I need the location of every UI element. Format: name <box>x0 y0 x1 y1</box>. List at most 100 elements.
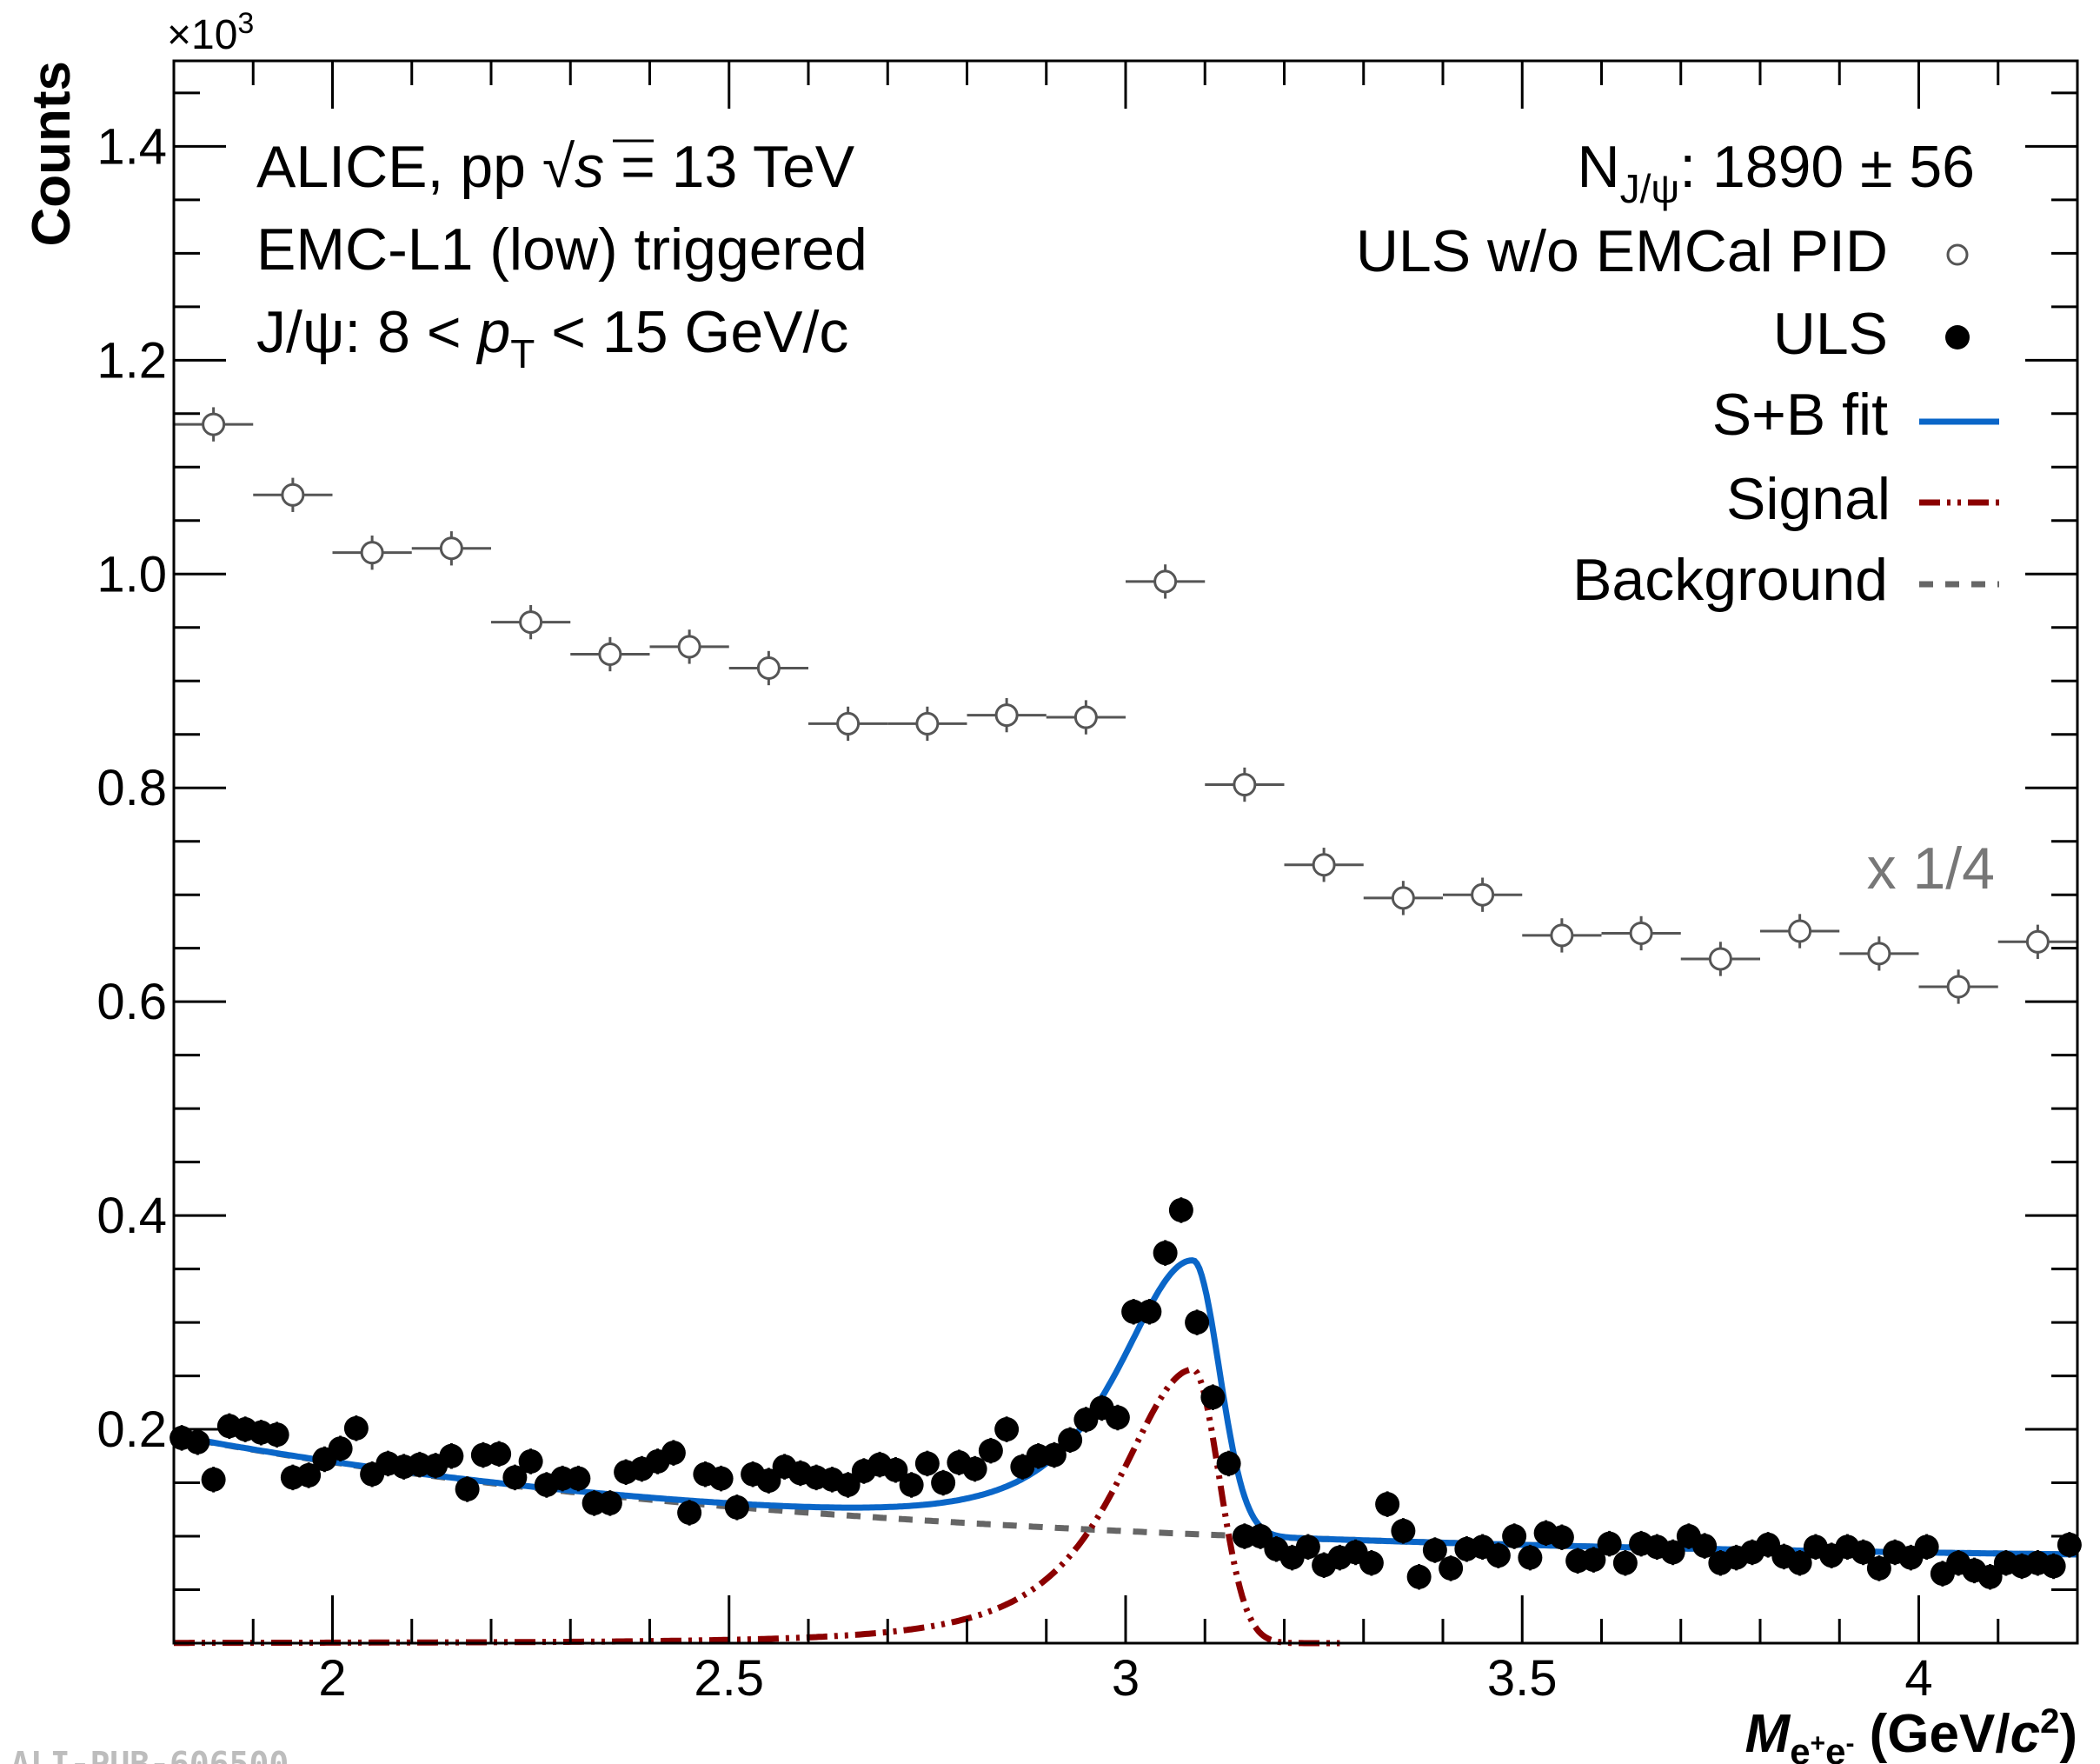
data-point-filled <box>994 1416 1020 1442</box>
legend-marker-open-circle <box>1946 243 1969 266</box>
x-tick-label: 2.5 <box>694 1650 764 1707</box>
yield-sub: J/ψ <box>1620 166 1680 211</box>
data-point-open <box>1918 969 1998 1004</box>
data-point-filled <box>201 1467 226 1493</box>
marker-open-circle <box>519 610 543 635</box>
data-point-open <box>1126 564 1206 599</box>
yield-value: : 1890 ± 56 <box>1679 134 1975 200</box>
marker-filled-circle <box>439 1443 464 1468</box>
data-point-filled <box>1216 1450 1241 1477</box>
marker-filled-circle <box>756 1468 781 1494</box>
marker-open-circle <box>2025 929 2050 954</box>
x-axis-units-c: c <box>2010 1704 2040 1764</box>
series-uls-without-emcal-pid <box>174 407 2077 1004</box>
data-point-filled <box>1518 1544 1543 1571</box>
marker-filled-circle <box>264 1422 289 1448</box>
marker-filled-circle <box>835 1473 861 1497</box>
data-point-filled <box>1153 1240 1178 1266</box>
marker-filled-circle <box>1977 1564 2003 1589</box>
data-point-open <box>1680 942 1760 976</box>
series-uls <box>169 1197 2082 1590</box>
marker-filled-circle <box>962 1456 987 1481</box>
marker-filled-circle <box>2057 1532 2082 1557</box>
marker-filled-circle <box>1866 1555 1891 1581</box>
marker-filled-circle <box>978 1438 1003 1463</box>
marker-filled-circle <box>1185 1310 1210 1335</box>
marker-filled-circle <box>1391 1518 1416 1543</box>
y-tick-label: 0.6 <box>96 974 167 1030</box>
marker-filled-circle <box>1200 1385 1226 1410</box>
data-point-filled <box>264 1421 289 1448</box>
data-point-filled <box>1200 1384 1226 1410</box>
data-point-filled <box>914 1450 940 1477</box>
data-point-filled <box>439 1443 464 1469</box>
data-point-filled <box>1851 1539 1876 1566</box>
data-point-filled <box>1391 1518 1416 1544</box>
marker-open-circle <box>1629 921 1653 945</box>
data-point-filled <box>597 1490 622 1516</box>
data-point-open <box>1997 924 2077 959</box>
data-point-filled <box>1422 1537 1447 1563</box>
data-point-filled <box>677 1500 702 1526</box>
data-point-open <box>253 477 333 512</box>
marker-filled-circle <box>455 1476 480 1501</box>
marker-open-circle <box>1471 882 1495 907</box>
data-point-filled <box>661 1440 686 1466</box>
marker-filled-circle <box>708 1466 734 1491</box>
marker-open-circle <box>915 711 940 736</box>
marker-filled-circle <box>1137 1299 1162 1324</box>
data-point-open <box>887 706 967 742</box>
legend-label-uls: ULS <box>1773 301 1888 367</box>
x-tick-label: 4 <box>1904 1650 1932 1707</box>
data-point-filled <box>296 1462 322 1488</box>
marker-filled-circle <box>1058 1428 1083 1453</box>
data-point-filled <box>978 1437 1003 1464</box>
data-point-filled <box>487 1441 512 1468</box>
marker-filled-circle <box>661 1441 686 1466</box>
marker-filled-circle <box>1216 1451 1241 1476</box>
marker-filled-circle <box>2041 1554 2066 1579</box>
data-point-filled <box>502 1464 528 1491</box>
marker-open-circle <box>439 536 463 561</box>
x-tick-label: 2 <box>318 1650 346 1707</box>
data-point-open <box>1760 914 1840 949</box>
data-point-open <box>1284 848 1364 882</box>
data-point-filled <box>1137 1299 1162 1325</box>
data-point-open <box>1046 700 1126 735</box>
legend-label-background: Background <box>1572 547 1888 613</box>
marker-open-circle <box>677 635 701 659</box>
y-multiplier-base: ×10 <box>167 12 237 58</box>
legend-label-signal: Signal <box>1726 466 1891 532</box>
marker-filled-circle <box>677 1500 702 1525</box>
marker-filled-circle <box>201 1467 226 1492</box>
y-axis-title: Counts <box>22 61 82 247</box>
data-point-filled <box>1914 1534 1939 1561</box>
axis-ticks <box>172 61 2079 1643</box>
data-point-filled <box>328 1435 353 1461</box>
marker-filled-circle <box>724 1494 749 1520</box>
data-point-filled <box>1549 1524 1574 1551</box>
data-point-open <box>649 629 729 664</box>
legend-label-uls-no-pid: ULS w/o EMCal PID <box>1356 218 1888 284</box>
x-axis-units-close: ) <box>2059 1704 2077 1764</box>
marker-open-circle <box>360 541 384 565</box>
marker-open-circle <box>1073 705 1098 729</box>
marker-filled-circle <box>899 1473 924 1497</box>
marker-filled-circle <box>1692 1534 1718 1559</box>
data-point-filled <box>1581 1547 1606 1573</box>
data-point-filled <box>455 1476 480 1502</box>
y-tick-label: 1.2 <box>96 332 167 389</box>
x-tick-label: 3.5 <box>1487 1650 1558 1707</box>
marker-filled-circle <box>1153 1241 1178 1266</box>
y-multiplier-exponent: 3 <box>237 7 254 40</box>
x-axis-units-exp: 2 <box>2040 1702 2059 1741</box>
data-point-filled <box>1439 1555 1464 1581</box>
marker-open-circle <box>281 483 305 507</box>
marker-open-circle <box>202 412 226 436</box>
data-point-filled <box>1485 1542 1511 1568</box>
x-tick-label: 3 <box>1112 1650 1140 1707</box>
marker-filled-circle <box>502 1465 528 1490</box>
axis-tick-labels: 2 2.5 3 3.5 4 0.2 0.4 0.6 0.8 1.0 1.2 1.4 <box>96 118 1932 1707</box>
data-point-open <box>570 636 650 672</box>
marker-filled-circle <box>487 1441 512 1467</box>
